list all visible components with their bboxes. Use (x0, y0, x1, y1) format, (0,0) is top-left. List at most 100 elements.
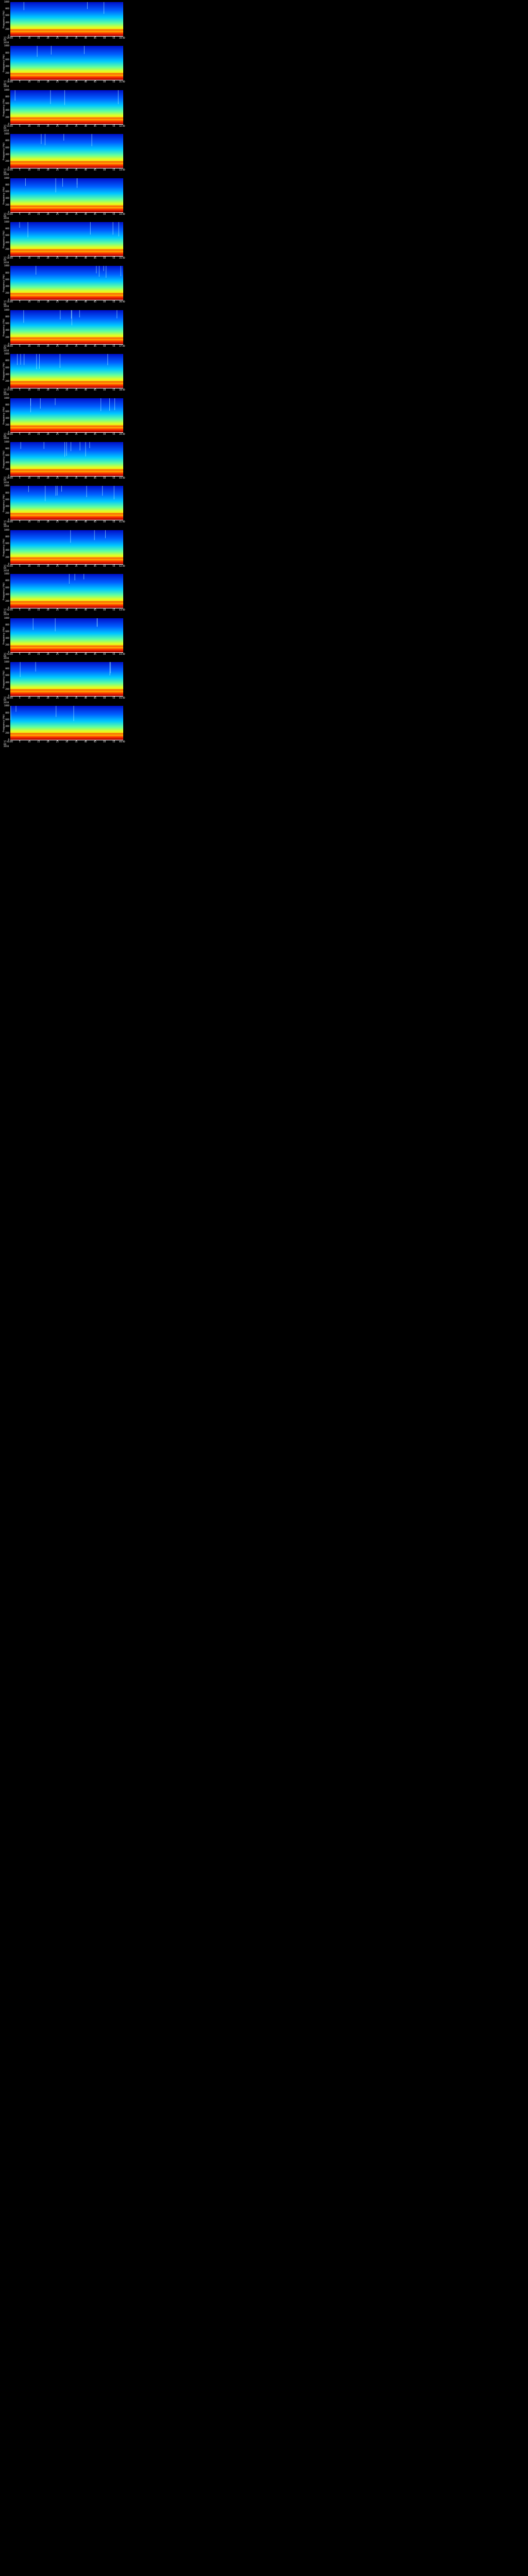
spectrogram-plot (10, 574, 123, 608)
x-tick-label: 5 (19, 212, 21, 215)
transient-streak (28, 486, 29, 493)
y-axis-label: Frequency (Hz) (3, 495, 6, 513)
x-tick-label: 30 (65, 608, 69, 612)
x-tick-label: 55 (112, 388, 116, 392)
x-tick-label: 30 (65, 80, 69, 83)
y-tick-label: 0 (8, 430, 9, 433)
start-time-label: 17:33:00 04 2016 (4, 212, 13, 220)
x-tick-label: 40 (84, 697, 87, 699)
x-tick-label: 55 (112, 257, 116, 259)
x-tick-label: 30 (65, 37, 69, 39)
x-tick-label: 30 (65, 388, 69, 392)
transient-streak (10, 706, 11, 720)
transient-streak (63, 134, 64, 141)
x-tick-label: 20 (46, 432, 50, 435)
start-time-label: 17:43:00 04 2016 (4, 652, 13, 660)
end-time-label: 46:00 (119, 740, 125, 743)
spectrogram-plot (10, 134, 123, 168)
x-tick-label: 50 (103, 564, 106, 567)
x-tick-mark (67, 80, 68, 81)
y-tick-label: 600 (5, 410, 9, 413)
y-tick-label: 1000 (4, 440, 9, 443)
x-tick-label: 30 (65, 432, 69, 435)
y-tick-label: 1000 (4, 528, 9, 531)
x-tick-label: 45 (93, 608, 96, 612)
spectrogram-image (10, 574, 123, 608)
y-tick-label: 200 (5, 335, 9, 338)
y-tick-label: 0 (8, 694, 9, 697)
x-tick-label: 20 (46, 212, 50, 215)
x-tick-label: 25 (56, 80, 59, 83)
spectrogram-panel: Frequency (Hz) 1000 800 600 400 200 0 5 10 15 20 25… (0, 220, 132, 264)
y-axis-label: Frequency (Hz) (3, 55, 6, 73)
x-tick-label: 50 (103, 740, 106, 743)
low-frequency-band (10, 249, 123, 251)
x-tick-mark (76, 36, 77, 37)
x-tick-label: 35 (75, 344, 78, 347)
y-tick-label: 0 (8, 342, 9, 345)
x-tick-label: 35 (75, 520, 78, 523)
transient-streak (51, 46, 52, 55)
x-tick-label: 50 (103, 124, 106, 127)
y-tick-label: 1000 (4, 616, 9, 619)
transient-streak (23, 310, 24, 323)
y-tick-label: 0 (8, 166, 9, 170)
x-tick-mark (29, 36, 30, 37)
y-tick-label: 1000 (4, 308, 9, 311)
x-tick-mark (57, 520, 58, 521)
y-tick-label: 0 (8, 738, 9, 741)
x-tick-label: 25 (56, 564, 59, 567)
x-tick-mark (76, 80, 77, 81)
x-tick-label: 10 (27, 212, 31, 215)
end-time-label: 41:00 (119, 520, 125, 523)
x-tick-label: 40 (84, 520, 87, 523)
x-tick-label: 25 (56, 608, 59, 612)
y-tick-label: 200 (5, 159, 9, 162)
y-tick-label: 1000 (4, 704, 9, 707)
spectrogram-panel: Frequency (Hz) 1000 800 600 400 200 0 5 10 15 20 25… (0, 264, 132, 308)
x-tick-label: 15 (37, 124, 40, 127)
x-tick-mark (76, 652, 77, 653)
start-time-label: 17:38:00 04 2016 (4, 432, 13, 440)
x-tick-label: 30 (65, 344, 69, 347)
transient-streak (105, 530, 106, 538)
x-tick-label: 5 (19, 344, 21, 347)
x-tick-label: 30 (65, 697, 69, 699)
x-tick-mark (67, 124, 68, 125)
x-tick-label: 10 (27, 344, 31, 347)
x-tick-mark (29, 388, 30, 389)
x-tick-label: 35 (75, 477, 78, 479)
x-tick-label: 30 (65, 300, 69, 303)
x-tick-mark (29, 212, 30, 213)
spectrogram-image (10, 266, 123, 300)
x-tick-mark (76, 344, 77, 345)
spectrogram-image (10, 618, 123, 652)
x-tick-label: 40 (84, 37, 87, 39)
x-tick-label: 35 (75, 257, 78, 259)
low-frequency-band (10, 293, 123, 295)
x-tick-label: 10 (27, 37, 31, 39)
spectrogram-plot (10, 486, 123, 520)
x-tick-label: 40 (84, 300, 87, 303)
y-tick-label: 800 (5, 711, 9, 714)
y-tick-label: 1000 (4, 221, 9, 223)
start-time-label: 17:32:00 04 2016 (4, 168, 13, 176)
x-tick-label: 40 (84, 740, 87, 743)
low-frequency-band (10, 601, 123, 603)
spectrogram-plot (10, 178, 123, 212)
y-axis-label: Frequency (Hz) (3, 231, 6, 248)
start-time-label: 17:36:00 04 2016 (4, 344, 13, 352)
y-tick-label: 200 (5, 423, 9, 427)
y-tick-label: 200 (5, 687, 9, 690)
transient-streak (118, 90, 119, 104)
x-tick-mark (57, 124, 58, 125)
x-tick-label: 25 (56, 344, 59, 347)
x-tick-mark (29, 344, 30, 345)
y-tick-label: 200 (5, 204, 9, 207)
x-tick-label: 45 (93, 388, 96, 392)
x-tick-label: 35 (75, 212, 78, 215)
x-tick-label: 50 (103, 520, 106, 523)
y-tick-label: 800 (5, 95, 9, 98)
x-tick-label: 45 (93, 564, 96, 567)
x-tick-label: 55 (112, 520, 116, 523)
